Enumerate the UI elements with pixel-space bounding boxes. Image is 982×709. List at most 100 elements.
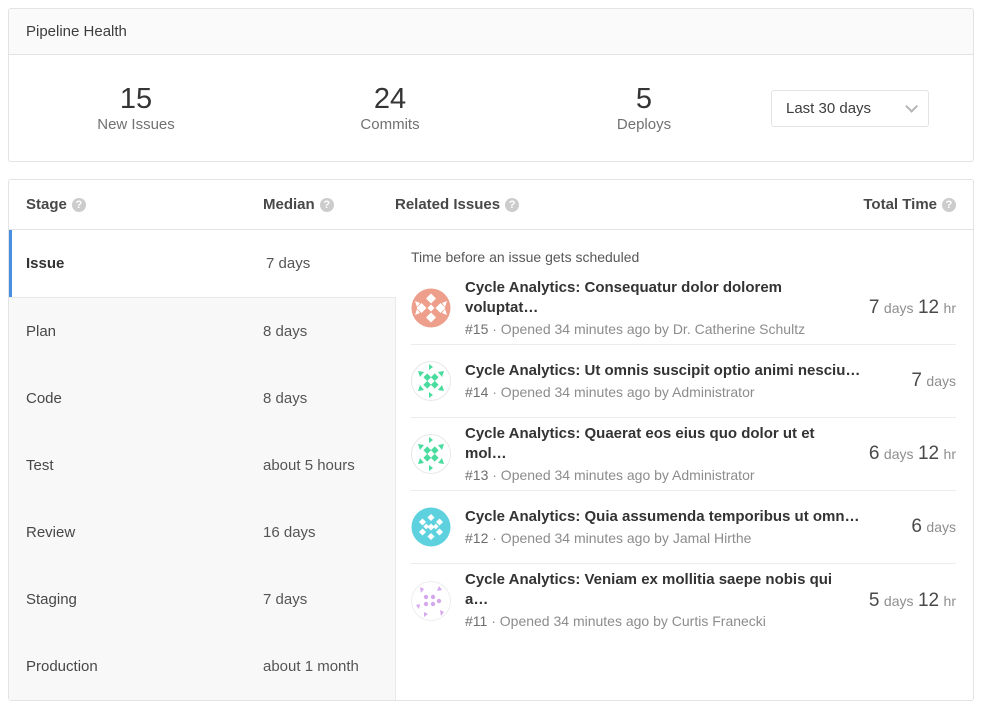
issue-number: #11: [465, 613, 488, 629]
total-time-unit: days: [926, 373, 956, 389]
stage-median: about 1 month: [263, 658, 359, 675]
stats-row: 15 New Issues 24 Commits 5 Deploys: [9, 83, 771, 133]
issue-row: Cycle Analytics: Quia assumenda temporib…: [411, 491, 956, 564]
issue-author-link[interactable]: Administrator: [672, 466, 755, 483]
issue-text: Cycle Analytics: Veniam ex mollitia saep…: [465, 570, 857, 631]
stage-item-code[interactable]: Code 8 days: [9, 365, 395, 432]
issue-text: Cycle Analytics: Ut omnis suscipit optio…: [465, 361, 899, 402]
stage-median: about 5 hours: [263, 457, 355, 474]
stat-new-issues: 15 New Issues: [9, 83, 263, 133]
issue-title-link[interactable]: Cycle Analytics: Quia assumenda temporib…: [465, 507, 860, 525]
total-time: 6 days 12 hr: [869, 443, 956, 465]
stat-label: Commits: [360, 116, 420, 133]
help-icon[interactable]: ?: [319, 198, 334, 212]
stage-item-review[interactable]: Review 16 days: [9, 499, 395, 566]
table-header: Stage? Median? Related Issues? Total Tim…: [9, 180, 973, 230]
issue-author-link[interactable]: Curtis Franecki: [671, 613, 766, 629]
stat-value: 5: [635, 83, 653, 115]
stage-name: Review: [26, 524, 76, 541]
issue-number: #14: [465, 383, 489, 400]
total-time-value: 5: [868, 589, 880, 611]
pipeline-health-body: 15 New Issues 24 Commits 5 Deploys Last …: [9, 55, 973, 161]
stat-value: 24: [373, 83, 407, 115]
issue-author-link[interactable]: Jamal Hirthe: [672, 529, 752, 546]
total-time-unit: days: [883, 300, 914, 316]
stage-nav-rest: Plan 8 days Code 8 days Test about 5 hou…: [9, 297, 396, 700]
related-issues-list: Time before an issue gets scheduled Cycl…: [396, 230, 973, 700]
panel-title: Pipeline Health: [9, 9, 973, 55]
avatar: [411, 434, 451, 474]
total-time-value: 7: [868, 297, 880, 318]
avatar: [411, 288, 451, 328]
issue-title-link[interactable]: Cycle Analytics: Ut omnis suscipit optio…: [465, 361, 861, 379]
stage-median: 7 days: [263, 591, 308, 608]
issue-text: Cycle Analytics: Quaerat eos eius quo do…: [465, 424, 857, 485]
stat-label: Deploys: [616, 116, 672, 133]
total-time-unit: hr: [943, 300, 956, 316]
total-time-value: 6: [911, 516, 922, 537]
column-header-total-time: Total Time?: [863, 196, 973, 213]
stage-name: Test: [26, 457, 54, 474]
column-header-related-issues: Related Issues?: [395, 196, 863, 213]
issue-author-link[interactable]: Dr. Catherine Schultz: [672, 320, 806, 337]
issue-title-link[interactable]: Cycle Analytics: Consequatur dolor dolor…: [465, 278, 782, 316]
issue-row: Cycle Analytics: Ut omnis suscipit optio…: [411, 345, 956, 418]
total-time: 7 days: [911, 370, 956, 392]
stage-name: Issue: [26, 255, 65, 272]
stage-item-staging[interactable]: Staging 7 days: [9, 566, 395, 633]
total-time-value: 6: [868, 443, 880, 464]
total-time-value: 12: [917, 589, 940, 611]
stage-nav: Issue 7 days Plan 8 days Code 8 days Tes…: [9, 230, 396, 700]
issue-row: Cycle Analytics: Consequatur dolor dolor…: [411, 272, 956, 345]
cycle-analytics-panel: Stage? Median? Related Issues? Total Tim…: [8, 179, 974, 701]
pipeline-health-panel: Pipeline Health 15 New Issues 24 Commits…: [8, 8, 974, 162]
total-time-unit: days: [883, 446, 914, 462]
issue-opened-text: · Opened 34 minutes ago by: [491, 613, 668, 629]
stage-item-plan[interactable]: Plan 8 days: [9, 298, 395, 365]
help-icon[interactable]: ?: [71, 198, 86, 212]
total-time-unit: hr: [943, 446, 956, 462]
column-label: Related Issues: [395, 196, 501, 213]
issue-meta: #14 · Opened 34 minutes ago by Administr…: [465, 382, 899, 402]
column-label: Stage: [26, 196, 67, 213]
stage-description: Time before an issue gets scheduled: [411, 249, 640, 265]
date-range-dropdown[interactable]: Last 30 days: [771, 89, 929, 127]
issue-opened-text: · Opened 34 minutes ago by: [492, 320, 669, 337]
issue-text: Cycle Analytics: Quia assumenda temporib…: [465, 507, 899, 548]
issue-title-link[interactable]: Cycle Analytics: Quaerat eos eius quo do…: [465, 424, 815, 462]
help-icon[interactable]: ?: [505, 198, 520, 212]
issue-author-link[interactable]: Administrator: [672, 383, 755, 400]
column-label: Total Time: [863, 196, 937, 213]
stage-item-test[interactable]: Test about 5 hours: [9, 432, 395, 499]
issue-number: #12: [465, 529, 489, 546]
issue-title-link[interactable]: Cycle Analytics: Veniam ex mollitia saep…: [465, 571, 833, 608]
stage-item-production[interactable]: Production about 1 month: [9, 633, 395, 700]
total-time: 7 days 12 hr: [869, 297, 956, 319]
date-range-selected: Last 30 days: [786, 99, 872, 117]
stat-commits: 24 Commits: [263, 83, 517, 133]
avatar: [411, 361, 451, 401]
total-time: 6 days: [911, 516, 956, 538]
chevron-down-icon: [905, 99, 918, 113]
total-time-unit: days: [883, 592, 914, 609]
avatar: [411, 507, 451, 547]
total-time-value: 7: [911, 370, 922, 391]
total-time-unit: hr: [943, 592, 956, 609]
stage-name: Production: [26, 658, 98, 675]
stage-item-issue[interactable]: Issue 7 days: [9, 230, 396, 297]
stage-name: Code: [26, 390, 62, 407]
issue-meta: #15 · Opened 34 minutes ago by Dr. Cathe…: [465, 319, 857, 339]
total-time-value: 12: [917, 443, 940, 464]
cycle-analytics-body: Issue 7 days Plan 8 days Code 8 days Tes…: [9, 230, 973, 700]
issue-meta: #12 · Opened 34 minutes ago by Jamal Hir…: [465, 528, 899, 548]
stat-value: 15: [119, 83, 153, 115]
total-time-value: 12: [917, 297, 940, 318]
issue-row: Cycle Analytics: Veniam ex mollitia saep…: [411, 564, 956, 637]
issue-number: #15: [465, 320, 489, 337]
stage-name: Staging: [26, 591, 77, 608]
help-icon[interactable]: ?: [942, 198, 956, 212]
stage-name: Plan: [26, 323, 57, 340]
total-time: 5 days 12 hr: [869, 590, 956, 612]
stage-median: 16 days: [263, 524, 316, 541]
